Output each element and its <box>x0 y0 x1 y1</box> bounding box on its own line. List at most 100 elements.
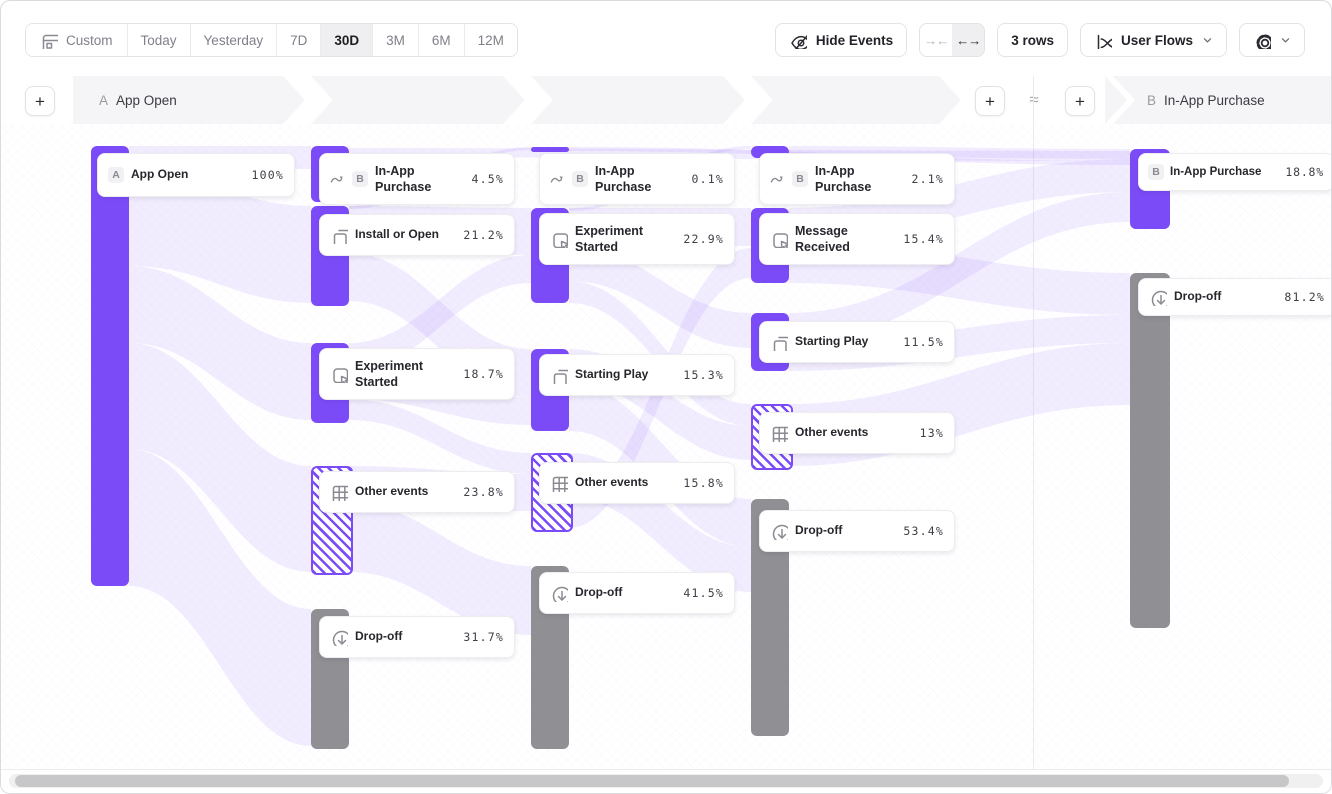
grid-icon <box>772 426 788 442</box>
date-range-picker: Custom Today Yesterday 7D 30D 3M 6M 12M <box>25 23 518 57</box>
node-label: Starting Play <box>795 334 869 349</box>
node-percent: 81.2% <box>1284 290 1325 304</box>
node-percent: 4.5% <box>471 172 504 186</box>
node-label: Other events <box>575 475 649 490</box>
toolbar: Custom Today Yesterday 7D 30D 3M 6M 12M … <box>1 1 1331 65</box>
settings-button[interactable] <box>1239 23 1305 57</box>
node-card-iap-end[interactable]: B In-App Purchase 18.8% <box>1138 153 1331 191</box>
expand-icon: ←→ <box>956 32 981 48</box>
eye-off-icon <box>791 34 807 49</box>
node-card-other-4[interactable]: Other events 13% <box>759 412 955 454</box>
node-card-dropoff-end[interactable]: Drop-off 81.2% <box>1138 278 1331 316</box>
range-7d[interactable]: 7D <box>276 24 321 56</box>
range-6m[interactable]: 6M <box>417 24 464 56</box>
node-percent: 15.4% <box>903 232 944 246</box>
range-label: 3M <box>386 32 405 48</box>
node-percent: 13% <box>919 426 944 440</box>
node-card-dropoff-4[interactable]: Drop-off 53.4% <box>759 510 955 552</box>
skip-arrow-icon <box>770 175 784 183</box>
range-label: Custom <box>66 32 113 48</box>
collapse-columns-button[interactable]: →← <box>920 24 952 56</box>
range-custom[interactable]: Custom <box>26 24 127 56</box>
hide-events-button[interactable]: Hide Events <box>774 23 908 57</box>
node-card-starting-4[interactable]: Starting Play 11.5% <box>759 321 955 363</box>
flow-bar-iap-3[interactable] <box>531 147 569 152</box>
node-card-other-2[interactable]: Other events 23.8% <box>319 471 515 513</box>
node-card-dropoff-3[interactable]: Drop-off 41.5% <box>539 572 735 614</box>
canvas-footer <box>1 769 1331 793</box>
range-label: 6M <box>431 32 451 48</box>
node-label: Install or Open <box>355 227 440 242</box>
step-band-start[interactable]: A App Open <box>73 76 305 124</box>
range-12m[interactable]: 12M <box>463 24 517 56</box>
node-percent: 11.5% <box>903 335 944 349</box>
node-percent: 53.4% <box>903 524 944 538</box>
node-card-experiment-3[interactable]: Experiment Started 22.9% <box>539 213 735 265</box>
range-yesterday[interactable]: Yesterday <box>189 24 277 56</box>
node-label: In-App Purchase <box>375 163 432 194</box>
width-toggle: →← ←→ <box>919 23 986 57</box>
node-card-dropoff-2[interactable]: Drop-off 31.7% <box>319 616 515 658</box>
node-label: Other events <box>355 484 429 499</box>
range-today[interactable]: Today <box>126 24 190 56</box>
node-card-message-4[interactable]: Message Received 15.4% <box>759 213 955 265</box>
node-percent: 18.8% <box>1285 165 1324 179</box>
hide-events-label: Hide Events <box>815 32 894 48</box>
horizontal-scrollbar[interactable] <box>9 774 1323 788</box>
step-band-3[interactable] <box>531 76 745 124</box>
drop-off-icon <box>1151 290 1167 306</box>
node-card-iap-3[interactable]: B In-App Purchase 0.1% <box>539 153 735 205</box>
node-label: In-App Purchase <box>815 163 872 194</box>
node-percent: 31.7% <box>463 630 504 644</box>
drop-off-icon <box>552 586 568 602</box>
toolbar-right: Hide Events →← ←→ 3 rows User Flows <box>774 23 1305 57</box>
range-30d[interactable]: 30D <box>320 24 373 56</box>
node-label: App Open <box>131 167 189 182</box>
view-label: User Flows <box>1120 32 1193 48</box>
add-step-middle-button[interactable]: + <box>975 86 1005 116</box>
event-b-badge: B <box>792 171 808 187</box>
flow-bar-dropoff-end[interactable] <box>1130 273 1170 628</box>
event-b-badge: B <box>572 171 588 187</box>
node-label: Other events <box>795 425 869 440</box>
expand-columns-button[interactable]: ←→ <box>952 24 985 56</box>
node-label: Drop-off <box>575 585 623 600</box>
node-card-app-open[interactable]: A App Open 100% <box>97 153 295 197</box>
approx-divider-symbol: ≈ <box>1022 88 1046 112</box>
click-icon <box>773 233 788 248</box>
node-card-other-3[interactable]: Other events 15.8% <box>539 462 735 504</box>
range-3m[interactable]: 3M <box>372 24 418 56</box>
rows-button[interactable]: 3 rows <box>997 23 1068 57</box>
node-label: Drop-off <box>1174 289 1222 304</box>
flow-bar-app-open[interactable] <box>91 146 129 586</box>
event-a-badge: A <box>108 167 124 183</box>
copy-icon <box>553 369 568 384</box>
node-card-experiment-2[interactable]: Experiment Started 18.7% <box>319 348 515 400</box>
step-band-4[interactable] <box>751 76 961 124</box>
node-percent: 100% <box>251 168 284 182</box>
scrollbar-thumb[interactable] <box>15 775 1289 787</box>
start-event-title: A App Open <box>73 76 305 124</box>
node-card-starting-3[interactable]: Starting Play 15.3% <box>539 354 735 396</box>
start-event-letter: A <box>99 92 109 108</box>
chevron-down-icon <box>1203 37 1212 42</box>
view-selector[interactable]: User Flows <box>1079 23 1227 57</box>
rows-label: 3 rows <box>1011 32 1054 48</box>
step-band-end[interactable]: B In-App Purchase <box>1113 76 1331 124</box>
node-card-install[interactable]: Install or Open 21.2% <box>319 214 515 256</box>
collapse-icon: →← <box>924 32 949 48</box>
drop-off-icon <box>332 630 348 646</box>
add-step-left-button[interactable]: + <box>25 86 55 116</box>
node-label: In-App Purchase <box>595 163 652 194</box>
node-label: Experiment Started <box>575 223 644 254</box>
step-band-2[interactable] <box>311 76 525 124</box>
end-event-label: In-App Purchase <box>1164 92 1265 108</box>
drop-off-icon <box>772 524 788 540</box>
node-card-iap-4[interactable]: B In-App Purchase 2.1% <box>759 153 955 205</box>
node-label: Message Received <box>795 223 850 254</box>
node-label: Experiment Started <box>355 358 424 389</box>
node-card-iap-2[interactable]: B In-App Purchase 4.5% <box>319 153 515 205</box>
add-step-right-button[interactable]: + <box>1065 86 1095 116</box>
grid-icon <box>552 476 568 492</box>
user-flows-icon <box>1097 34 1112 49</box>
